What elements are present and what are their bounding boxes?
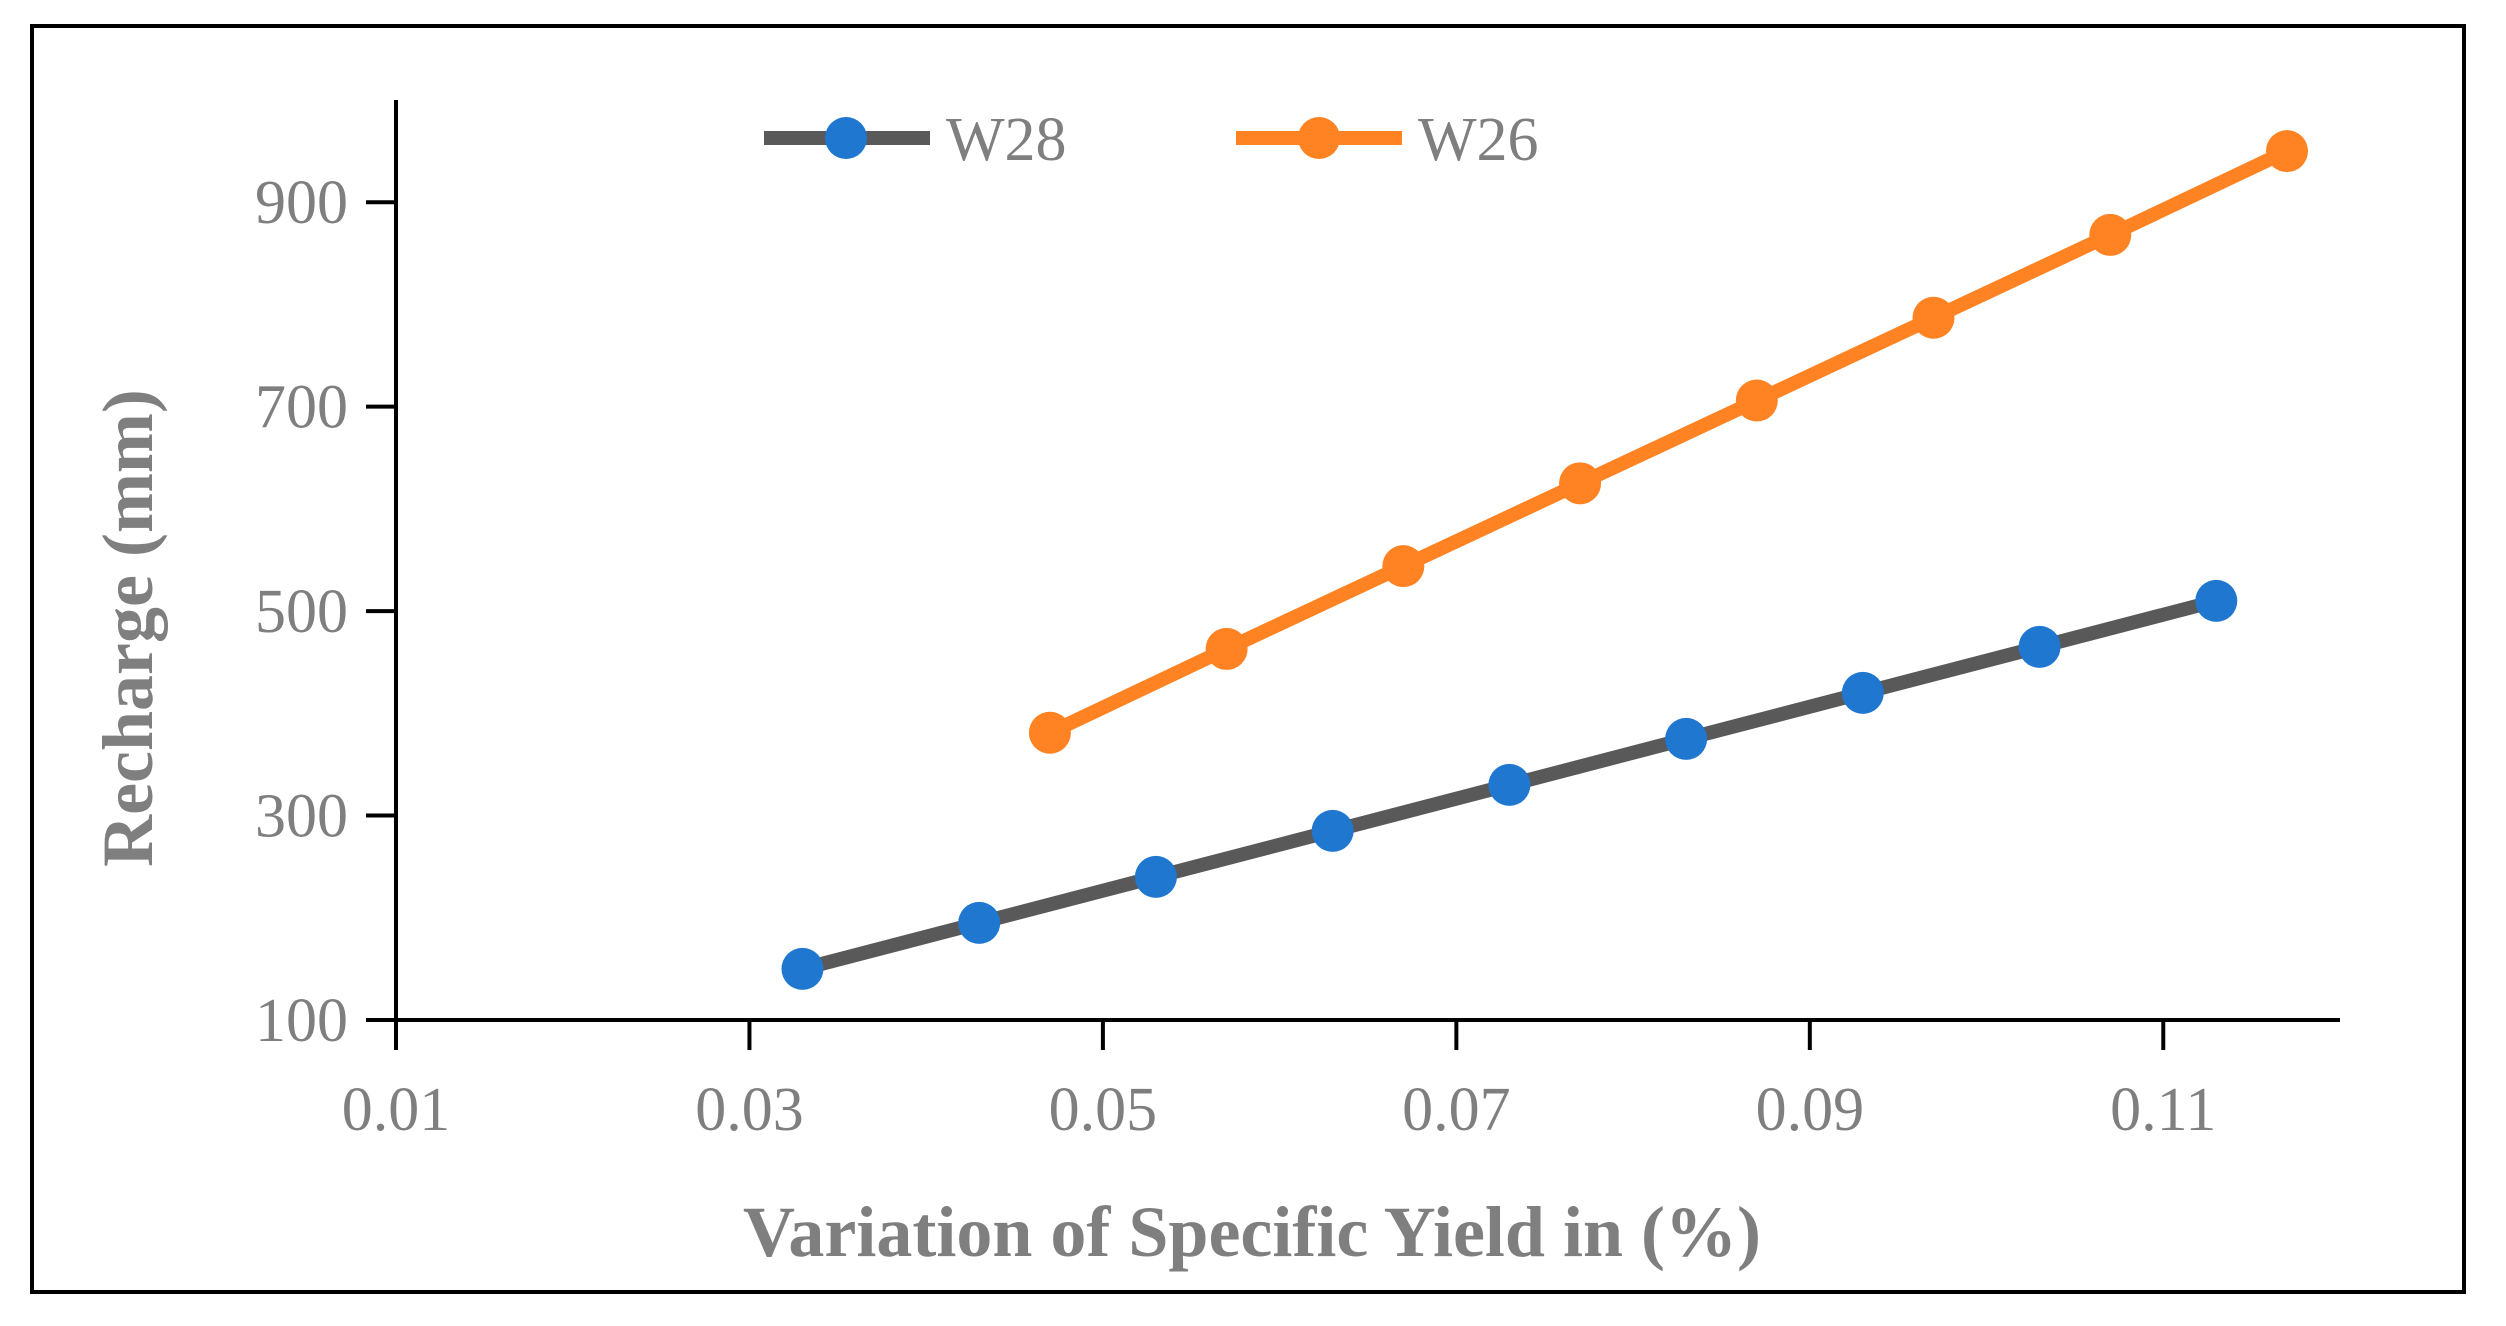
data-point: [1841, 671, 1884, 714]
data-point: [1912, 296, 1955, 339]
data-point: [1134, 855, 1177, 898]
x-tick-label: 0.05: [1049, 1076, 1158, 1144]
series-line: [1046, 144, 2290, 740]
data-point: [1205, 627, 1248, 670]
data-point: [2265, 130, 2308, 173]
x-tick-label: 0.01: [342, 1076, 451, 1144]
legend-label: W26: [1418, 106, 1539, 174]
y-axis-title: Recharge (mm): [88, 389, 168, 867]
legend-label: W28: [946, 106, 1067, 174]
data-point: [1559, 462, 1602, 505]
x-tick-label: 0.07: [1402, 1076, 1511, 1144]
legend-item: W26: [1236, 106, 1539, 174]
data-point: [958, 901, 1001, 944]
series-W26: [1028, 130, 2308, 754]
legend-marker: [825, 117, 867, 159]
legend: W28 W26: [764, 106, 1539, 174]
x-tick-label: 0.09: [1756, 1076, 1865, 1144]
data-point: [1735, 379, 1778, 422]
series-layer: [781, 130, 2308, 990]
data-point: [2195, 579, 2238, 622]
y-tick-label: 900: [255, 169, 348, 237]
data-point: [1311, 809, 1354, 852]
y-tick-label: 500: [255, 578, 348, 646]
axes: 100 300 500 700 900 0.01 0.03 0.05 0.07 0.09 0.11: [255, 100, 2340, 1144]
data-point: [1665, 717, 1708, 760]
y-tick-label: 700: [255, 374, 348, 442]
x-tick-label: 0.11: [2110, 1076, 2216, 1144]
data-point: [2089, 213, 2132, 256]
data-point: [2018, 625, 2061, 668]
data-point: [1488, 763, 1531, 806]
legend-item: W28: [764, 106, 1067, 174]
y-tick-label: 100: [255, 987, 348, 1055]
data-point: [1028, 711, 1071, 754]
data-point: [781, 947, 824, 990]
y-tick-label: 300: [255, 783, 348, 851]
chart-frame: 100 300 500 700 900 0.01 0.03 0.05 0.07 0.09 0.11 …: [30, 24, 2466, 1294]
data-point: [1382, 545, 1425, 588]
x-axis-title: Variation of Specific Yield in (%): [743, 1192, 1761, 1272]
series-W28: [781, 579, 2238, 990]
legend-marker: [1298, 117, 1340, 159]
x-tick-label: 0.03: [695, 1076, 804, 1144]
